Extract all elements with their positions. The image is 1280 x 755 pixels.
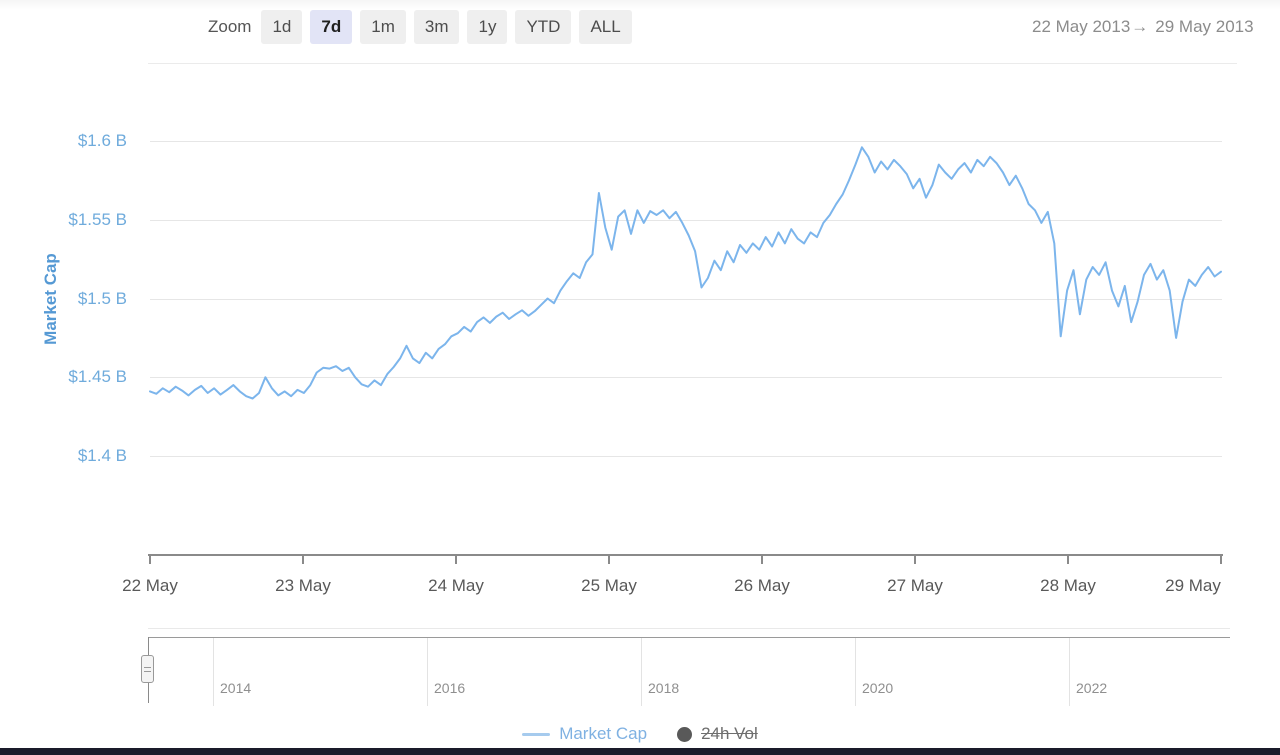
navigator-year-gridline [1069,638,1070,706]
date-range-start-input[interactable]: 22 May 2013 [1032,17,1131,36]
y-tick-label: $1.6 B [77,131,127,150]
y-gridline [150,219,1222,221]
zoom-button-1m[interactable]: 1m [360,10,406,44]
navigator-year-label: 2020 [862,680,894,696]
navigator-handle[interactable] [141,655,154,683]
x-tick-label: 26 May [734,576,790,595]
x-tick-mark [455,556,457,564]
navigator-year-gridline [855,638,856,706]
x-tick-label: 24 May [428,576,484,595]
date-range: 22 May 2013→ 29 May 2013 [1032,17,1254,37]
navigator-year-label: 2016 [434,680,466,696]
y-gridline [150,456,1222,457]
navigator-top-border [148,628,1230,629]
header-separator [148,63,1237,64]
bottom-border-bar [0,748,1280,755]
legend-item-24h-vol[interactable]: 24h Vol [677,724,758,744]
navigator-outline [148,637,1230,638]
zoom-button-7d[interactable]: 7d [310,10,353,44]
y-tick-label: $1.45 B [68,367,127,387]
x-tick-mark [914,556,916,564]
chart-legend: Market Cap 24h Vol [0,724,1280,744]
legend-label-market-cap: Market Cap [559,724,648,743]
volume-circle-marker-icon [677,726,693,742]
zoom-label: Zoom [208,17,252,36]
x-tick-mark [1067,556,1069,564]
legend-label-24h-vol: 24h Vol [701,724,758,743]
navigator-handle-grip [144,666,151,668]
legend-item-market-cap[interactable]: Market Cap [522,724,647,744]
x-axis-line [148,554,1223,556]
x-tick-mark [302,556,304,564]
x-tick-label: 29 May [1165,576,1221,595]
navigator-year-label: 2022 [1076,680,1108,696]
date-range-end-input[interactable]: 29 May 2013 [1155,17,1254,36]
navigator-track[interactable] [148,638,1230,704]
zoom-button-1y[interactable]: 1y [467,10,508,44]
y-gridline [150,141,1222,142]
y-tick-label: $1.4 B [77,446,127,465]
date-range-arrow: → [1131,17,1149,36]
x-tick-label: 23 May [275,576,331,595]
zoom-button-3m[interactable]: 3m [413,10,460,44]
x-tick-label: 27 May [887,576,943,595]
x-tick-label: 22 May [122,576,178,595]
x-tick-mark [608,556,610,564]
market-cap-line-marker-icon [522,732,551,736]
x-tick-mark [761,556,763,564]
navigator-year-gridline [213,638,214,706]
navigator-year-gridline [641,638,642,706]
zoom-button-ytd[interactable]: YTD [515,10,572,44]
y-gridline [150,377,1222,379]
navigator-year-label: 2018 [648,680,680,696]
zoom-button-all[interactable]: ALL [579,10,632,44]
zoom-buttons-group: 1d 7d 1m 3m 1y YTD ALL [261,10,632,44]
navigator-handle-grip [144,670,151,672]
x-tick-mark [1220,556,1222,564]
x-tick-label: 28 May [1040,576,1096,595]
y-tick-label: $1.55 B [68,209,127,229]
range-selector: Zoom 1d 7d 1m 3m 1y YTD ALL [208,10,632,44]
navigator-year-gridline [427,638,428,706]
zoom-button-1d[interactable]: 1d [261,10,303,44]
x-tick-label: 25 May [581,576,637,595]
y-gridline [150,298,1222,300]
x-tick-mark [149,556,151,564]
y-tick-label: $1.5 B [77,288,127,308]
top-fade [0,0,1280,10]
navigator-year-label: 2014 [220,680,252,696]
